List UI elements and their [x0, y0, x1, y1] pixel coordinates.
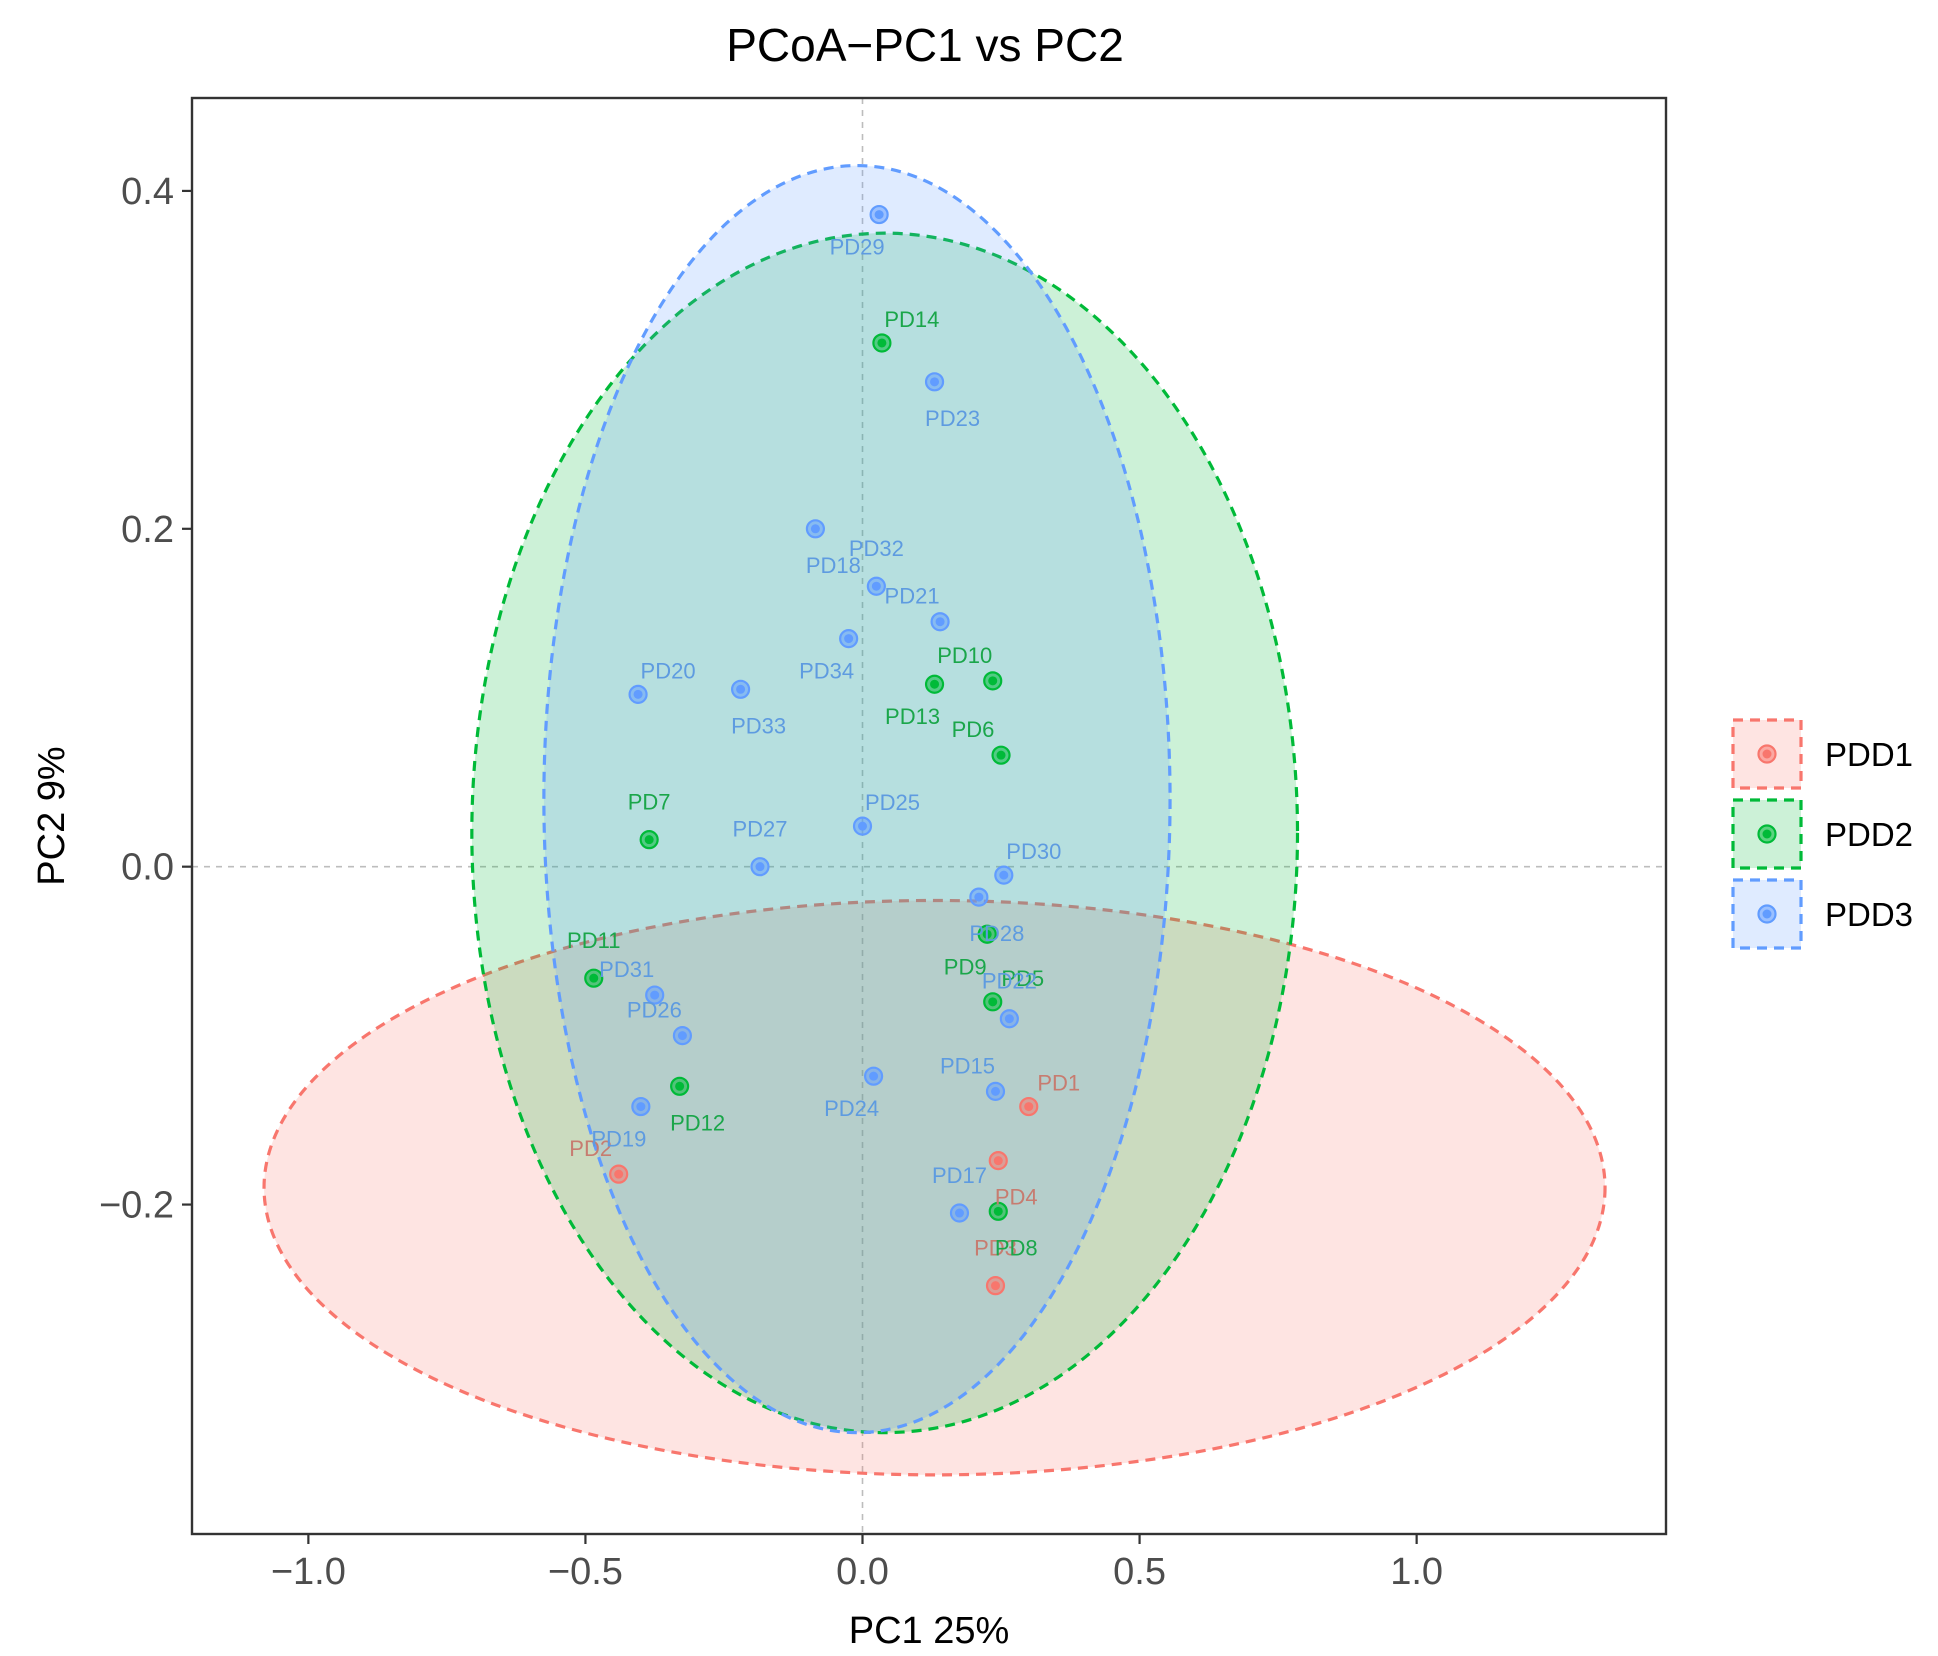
data-points [584, 204, 1039, 1296]
legend-item-pdd3: PDD3 [1731, 878, 1913, 950]
legend-label-pdd2: PDD2 [1825, 816, 1913, 853]
plot-area: PD1 PD2 PD3 PD4 PD5 PD6 PD7 PD8 PD9 PD10 PD11 PD12 P… [192, 98, 1666, 1534]
point-label-pd28: PD28 [969, 921, 1024, 946]
point-label-pd11: PD11 [567, 928, 620, 953]
y-tick-label: 0.0 [121, 847, 174, 889]
ellipse-pdd2 [470, 231, 1300, 1435]
point-label-pd18: PD18 [806, 553, 861, 578]
point-core-pd20 [633, 689, 643, 699]
legend-marker-core [1762, 909, 1772, 919]
point-core-pd26 [677, 1031, 687, 1041]
point-core-pd32 [871, 581, 881, 591]
x-tick-label: 1.0 [1390, 1551, 1443, 1593]
point-core-pd12 [675, 1081, 685, 1091]
y-tick-label: 0.4 [121, 171, 174, 213]
point-label-pd29: PD29 [830, 235, 885, 260]
point-label-pd22: PD22 [982, 969, 1037, 994]
point-label-pd33: PD33 [731, 713, 786, 738]
legend-item-pdd2: PDD2 [1731, 798, 1913, 870]
x-tick-label: −0.5 [548, 1551, 623, 1593]
point-core-pd21 [935, 617, 945, 627]
point-label-pd15: PD15 [940, 1053, 995, 1078]
point-label-pd1: PD1 [1037, 1071, 1080, 1096]
point-core-pd24 [869, 1071, 879, 1081]
point-label-pd25: PD25 [865, 790, 920, 815]
legend-marker-core [1762, 829, 1772, 839]
point-core-pd28 [974, 892, 984, 902]
point-core-pd31 [650, 990, 660, 1000]
point-label-pd27: PD27 [732, 817, 787, 842]
y-axis-title: PC2 9% [31, 746, 73, 885]
point-core-pd13 [930, 679, 940, 689]
point-label-pd4: PD4 [995, 1185, 1038, 1210]
point-label-pd7: PD7 [628, 790, 671, 815]
point-label-pd31: PD31 [599, 957, 654, 982]
point-core-pd7 [644, 835, 654, 845]
point-label-pd23: PD23 [925, 406, 980, 431]
legend-item-pdd1: PDD1 [1731, 718, 1913, 790]
point-label-pd2: PD2 [569, 1136, 612, 1161]
point-core-pd6 [996, 750, 1006, 760]
point-core-pd27 [755, 862, 765, 872]
y-tick-label: −0.2 [99, 1185, 174, 1227]
chart-title: PCoA−PC1 vs PC2 [726, 19, 1124, 71]
point-label-pd24: PD24 [824, 1096, 879, 1121]
point-label-pd12: PD12 [670, 1110, 725, 1135]
point-core-pd19 [636, 1102, 646, 1112]
point-core-pd22 [1004, 1014, 1014, 1024]
point-core-pd8 [993, 1206, 1003, 1216]
point-core-pd3 [990, 1281, 1000, 1291]
legend-marker-core [1762, 749, 1772, 759]
point-core-pd10 [988, 676, 998, 686]
point-core-pd17 [954, 1208, 964, 1218]
point-core-pd11 [589, 973, 599, 983]
point-label-pd5: PD5 [1001, 966, 1044, 991]
point-core-pd18 [810, 524, 820, 534]
x-tick-label: −1.0 [271, 1551, 346, 1593]
point-core-pd9 [982, 929, 992, 939]
point-label-pd17: PD17 [932, 1163, 987, 1188]
plot-panel-border [190, 96, 1668, 1536]
point-core-pd23 [930, 377, 940, 387]
point-label-pd32: PD32 [849, 536, 904, 561]
point-label-pd30: PD30 [1006, 839, 1061, 864]
point-label-pd13: PD13 [885, 704, 940, 729]
axes: −1.0 −0.5 0.0 0.5 1.0 −0.2 0.0 0.2 0.4 [99, 171, 1443, 1593]
x-tick-label: 0.5 [1113, 1551, 1166, 1593]
point-core-pd2 [614, 1169, 624, 1179]
point-core-pd33 [736, 684, 746, 694]
point-label-pd26: PD26 [627, 998, 682, 1023]
point-label-pd34: PD34 [799, 659, 854, 684]
confidence-ellipses [262, 163, 1607, 1477]
point-label-pd20: PD20 [641, 658, 696, 683]
legend: PDD1 PDD2 PDD3 [1731, 718, 1913, 950]
point-core-pd14 [877, 338, 887, 348]
point-labels: PD1 PD2 PD3 PD4 PD5 PD6 PD7 PD8 PD9 PD10 PD11 PD12 P… [567, 235, 1080, 1261]
reference-lines [192, 98, 1666, 1534]
point-label-pd19: PD19 [591, 1127, 646, 1152]
point-label-pd10: PD10 [937, 643, 992, 668]
point-core-pd15 [990, 1086, 1000, 1096]
legend-label-pdd3: PDD3 [1825, 896, 1913, 933]
y-tick-label: 0.2 [121, 509, 174, 551]
point-label-pd14: PD14 [884, 307, 939, 332]
point-core-pd30 [999, 870, 1009, 880]
ellipse-pdd3 [542, 163, 1172, 1435]
x-tick-label: 0.0 [836, 1551, 889, 1593]
point-label-pd21: PD21 [885, 584, 940, 609]
point-core-pd4 [993, 1156, 1003, 1166]
point-label-pd9: PD9 [944, 954, 987, 979]
point-core-pd29 [874, 210, 884, 220]
point-core-pd5 [988, 997, 998, 1007]
point-label-pd6: PD6 [952, 717, 995, 742]
point-core-pd34 [844, 634, 854, 644]
point-core-pd1 [1024, 1102, 1034, 1112]
point-core-pd25 [858, 821, 868, 831]
point-label-pd8: PD8 [995, 1235, 1038, 1260]
point-label-pd3: PD3 [974, 1236, 1017, 1261]
legend-label-pdd1: PDD1 [1825, 736, 1913, 773]
x-axis-title: PC1 25% [849, 1610, 1010, 1652]
